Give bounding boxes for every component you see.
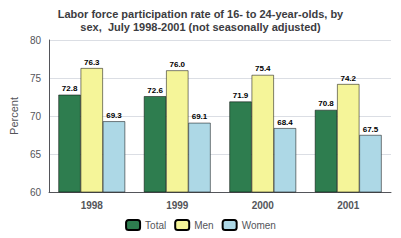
svg-text:60: 60	[30, 187, 42, 198]
svg-text:70.8: 70.8	[318, 99, 334, 108]
svg-text:69.3: 69.3	[106, 111, 122, 120]
svg-text:74.2: 74.2	[340, 74, 356, 83]
svg-text:Total: Total	[145, 220, 166, 231]
svg-text:68.4: 68.4	[277, 118, 293, 127]
svg-text:76.3: 76.3	[84, 58, 100, 67]
svg-text:75.4: 75.4	[255, 64, 271, 73]
svg-text:1998: 1998	[81, 200, 104, 211]
svg-text:72.6: 72.6	[147, 86, 163, 95]
svg-text:70: 70	[30, 111, 42, 122]
svg-text:Women: Women	[242, 220, 276, 231]
svg-text:69.1: 69.1	[192, 112, 208, 121]
svg-text:Men: Men	[194, 220, 213, 231]
svg-text:sex, July 1998-2001 (not seas: sex, July 1998-2001 (not seasonally adju…	[80, 21, 321, 33]
svg-text:Percent: Percent	[8, 97, 20, 135]
svg-text:2001: 2001	[337, 200, 360, 211]
svg-text:72.8: 72.8	[62, 84, 78, 93]
svg-text:80: 80	[30, 35, 42, 46]
svg-text:1999: 1999	[166, 200, 189, 211]
svg-text:67.5: 67.5	[363, 125, 379, 134]
svg-text:2000: 2000	[252, 200, 275, 211]
svg-text:65: 65	[30, 149, 42, 160]
svg-text:75: 75	[30, 73, 42, 84]
svg-text:71.9: 71.9	[233, 91, 249, 100]
svg-text:Labor force participation rate: Labor force participation rate of 16- to…	[58, 8, 344, 20]
svg-text:76.0: 76.0	[169, 60, 185, 69]
